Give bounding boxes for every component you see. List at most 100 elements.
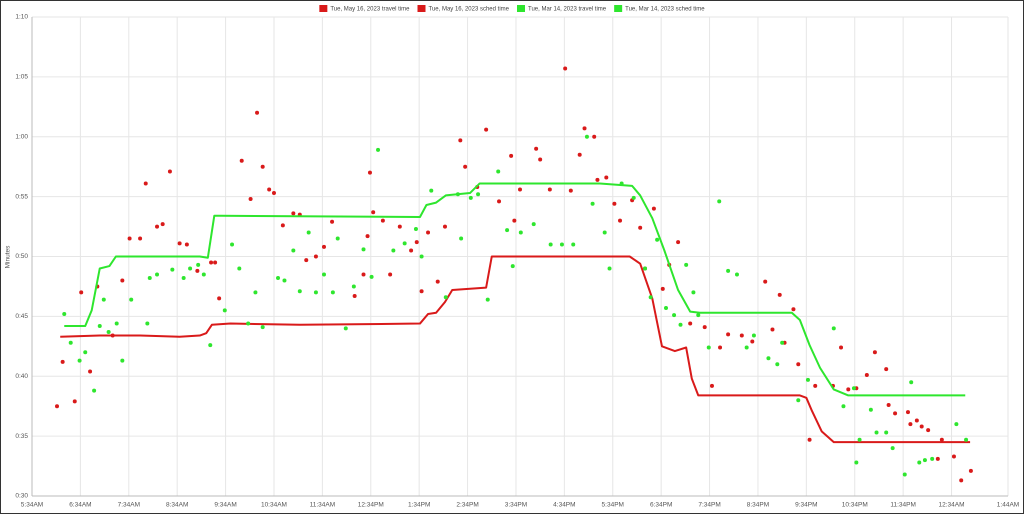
x-tick-label: 5:34AM bbox=[21, 502, 43, 509]
data-point bbox=[922, 458, 927, 463]
data-point bbox=[376, 147, 381, 152]
data-point bbox=[209, 260, 214, 265]
y-tick-label: 0:35 bbox=[15, 433, 28, 440]
x-tick-label: 2:34PM bbox=[456, 502, 478, 509]
data-point bbox=[518, 187, 522, 192]
data-point bbox=[688, 321, 693, 326]
data-point bbox=[563, 66, 568, 71]
data-point bbox=[893, 411, 898, 416]
data-point bbox=[884, 367, 889, 372]
data-point bbox=[271, 191, 276, 196]
data-point bbox=[419, 254, 424, 259]
data-point bbox=[518, 230, 523, 235]
data-point bbox=[631, 195, 636, 200]
x-tick-label: 3:34PM bbox=[505, 502, 527, 509]
data-point bbox=[184, 242, 189, 247]
data-point bbox=[709, 383, 714, 388]
data-point bbox=[170, 267, 175, 272]
data-point bbox=[429, 188, 434, 193]
x-tick-label: 10:34AM bbox=[261, 502, 287, 509]
data-point bbox=[618, 218, 623, 223]
x-tick-label: 12:34PM bbox=[358, 502, 384, 509]
data-point bbox=[884, 430, 889, 435]
data-point bbox=[726, 268, 731, 273]
data-point bbox=[780, 340, 785, 345]
legend-swatch bbox=[614, 5, 623, 12]
data-point bbox=[805, 377, 810, 382]
data-point bbox=[548, 242, 553, 247]
data-point bbox=[691, 290, 696, 295]
data-point bbox=[559, 242, 564, 247]
data-point bbox=[313, 254, 318, 259]
data-point bbox=[335, 236, 340, 241]
data-point bbox=[155, 272, 160, 277]
data-point bbox=[60, 359, 65, 364]
x-tick-label: 8:34PM bbox=[747, 502, 769, 509]
data-point bbox=[582, 126, 587, 131]
x-tick-label: 9:34AM bbox=[214, 502, 236, 509]
data-point bbox=[313, 290, 318, 295]
data-point bbox=[766, 356, 771, 361]
data-point bbox=[306, 230, 311, 235]
data-point bbox=[276, 276, 281, 281]
data-point bbox=[442, 224, 447, 229]
data-point bbox=[321, 244, 326, 249]
data-point bbox=[868, 407, 873, 412]
data-point bbox=[538, 157, 543, 162]
data-point bbox=[739, 333, 744, 338]
data-point bbox=[280, 223, 285, 228]
data-point bbox=[330, 290, 335, 295]
data-point bbox=[531, 222, 536, 227]
data-point bbox=[547, 187, 552, 192]
data-point bbox=[114, 321, 119, 326]
x-tick-label: 1:34PM bbox=[408, 502, 430, 509]
data-point bbox=[361, 247, 366, 252]
legend-label: Tue, May 16, 2023 travel time bbox=[330, 7, 410, 13]
data-point bbox=[435, 279, 440, 284]
sched-line bbox=[64, 182, 966, 397]
data-point bbox=[874, 430, 879, 435]
data-point bbox=[106, 329, 111, 334]
data-point bbox=[857, 437, 862, 442]
legend-swatch bbox=[517, 5, 525, 12]
data-point bbox=[604, 175, 609, 180]
data-point bbox=[568, 188, 573, 193]
data-point bbox=[684, 262, 689, 267]
x-tick-label: 8:34AM bbox=[166, 502, 188, 509]
data-point bbox=[864, 373, 869, 378]
data-point bbox=[397, 224, 402, 229]
data-point bbox=[696, 313, 701, 318]
data-point bbox=[841, 404, 846, 409]
data-point bbox=[607, 266, 612, 271]
data-point bbox=[196, 262, 201, 267]
data-point bbox=[260, 164, 265, 169]
data-point bbox=[217, 296, 222, 301]
data-point bbox=[886, 402, 891, 407]
data-point bbox=[371, 210, 376, 215]
data-point bbox=[213, 260, 218, 265]
data-point bbox=[239, 158, 244, 163]
data-point bbox=[101, 297, 106, 302]
data-point bbox=[954, 422, 959, 427]
y-tick-label: 0:45 bbox=[15, 313, 28, 320]
data-point bbox=[959, 478, 964, 483]
data-point bbox=[602, 230, 607, 235]
data-point bbox=[282, 278, 287, 283]
data-point bbox=[968, 468, 973, 473]
y-tick-label: 1:05 bbox=[15, 74, 28, 81]
data-point bbox=[365, 234, 370, 239]
data-point bbox=[770, 327, 775, 332]
data-point bbox=[68, 340, 73, 345]
data-point bbox=[147, 276, 152, 281]
data-point bbox=[145, 321, 150, 326]
data-point bbox=[851, 386, 856, 391]
data-point bbox=[763, 279, 768, 284]
data-point bbox=[321, 272, 326, 277]
data-point bbox=[88, 369, 93, 374]
data-point bbox=[902, 472, 907, 477]
data-point bbox=[367, 170, 372, 175]
data-point bbox=[155, 224, 160, 229]
data-point bbox=[267, 187, 272, 192]
